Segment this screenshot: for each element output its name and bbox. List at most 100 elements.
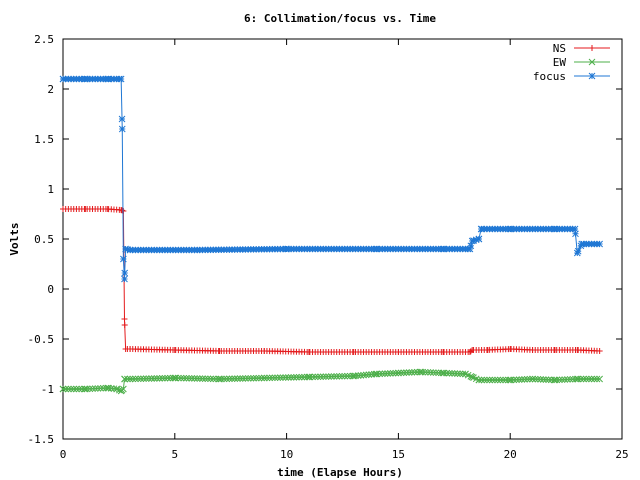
sample-marker-EW (62, 385, 70, 393)
sample-marker-EW (357, 372, 365, 379)
sample-marker-EW (566, 375, 574, 383)
sample-marker-EW (293, 373, 300, 381)
sample-marker-EW (419, 368, 426, 376)
legend-marker-focus (588, 72, 596, 80)
sample-marker-EW (451, 370, 459, 377)
chart-title: 6: Collimation/focus vs. Time (244, 12, 436, 25)
legend-label-EW: EW (553, 56, 567, 69)
sample-marker-EW (134, 375, 142, 383)
sample-marker-EW (311, 373, 319, 381)
series-NS (60, 206, 603, 355)
sample-marker-EW (97, 384, 104, 392)
sample-marker-EW (226, 375, 233, 383)
sample-marker-EW (285, 374, 292, 381)
sample-marker-EW (322, 373, 330, 380)
sample-marker-EW (105, 384, 112, 392)
sample-marker-NS (467, 348, 474, 355)
sample-marker-EW (188, 375, 196, 382)
sample-marker-EW (115, 386, 123, 394)
sample-marker-EW (582, 375, 590, 383)
sample-marker-EW (400, 369, 408, 377)
sample-marker-EW (569, 375, 577, 383)
sample-marker-EW (196, 375, 204, 382)
sample-marker-EW (378, 370, 386, 378)
sample-marker-EW (276, 374, 284, 381)
sample-marker-EW (153, 375, 161, 382)
sample-marker-EW (327, 373, 335, 380)
sample-marker-EW (217, 375, 225, 383)
sample-marker-EW (556, 376, 563, 384)
sample-marker-EW (129, 375, 137, 383)
sample-marker-focus (118, 115, 126, 123)
x-tick-label: 0 (60, 448, 67, 461)
sample-marker-EW (574, 375, 582, 383)
sample-marker-EW (373, 370, 381, 378)
sample-marker-EW (354, 372, 362, 379)
sample-marker-EW (333, 373, 341, 380)
sample-marker-NS (116, 206, 123, 213)
sample-marker-EW (502, 376, 510, 384)
sample-marker-EW (459, 370, 467, 378)
sample-marker-EW (142, 375, 150, 382)
sample-marker-EW (306, 373, 314, 381)
sample-marker-EW (301, 373, 308, 381)
x-tick-label: 5 (171, 448, 178, 461)
sample-marker-focus (124, 246, 131, 253)
y-tick-label: -1 (41, 383, 54, 396)
sample-marker-EW (507, 376, 515, 384)
sample-marker-EW (590, 375, 598, 383)
sample-marker-EW (191, 375, 198, 382)
y-tick-label: 1.5 (34, 133, 54, 146)
data-point-focus (120, 255, 127, 263)
sample-marker-EW (204, 375, 212, 383)
data-point-focus (118, 125, 126, 133)
sample-marker-EW (148, 375, 155, 382)
sample-marker-EW (456, 370, 464, 378)
sample-marker-EW (124, 375, 131, 383)
sample-marker-EW (212, 375, 220, 383)
sample-marker-focus (121, 269, 129, 277)
sample-marker-EW (403, 369, 410, 376)
sample-marker-EW (443, 369, 451, 377)
sample-marker-focus (577, 242, 585, 250)
sample-marker-EW (180, 374, 188, 382)
data-point-EW (596, 375, 603, 383)
sample-marker-EW (164, 374, 171, 382)
sample-marker-EW (89, 385, 96, 393)
sample-marker-EW (65, 385, 72, 393)
sample-marker-EW (132, 375, 139, 383)
sample-marker-NS (119, 207, 126, 214)
sample-marker-EW (483, 376, 491, 384)
sample-marker-EW (531, 375, 539, 383)
sample-marker-EW (242, 375, 249, 382)
data-point-focus (573, 249, 581, 257)
sample-marker-EW (274, 374, 282, 382)
sample-marker-EW (271, 374, 279, 382)
sample-marker-EW (279, 374, 287, 381)
data-point-focus (121, 275, 128, 283)
sample-marker-EW (338, 372, 346, 380)
sample-marker-EW (102, 384, 110, 392)
sample-marker-focus (475, 235, 483, 243)
sample-marker-EW (491, 376, 499, 384)
sample-marker-EW (172, 374, 180, 382)
sample-marker-EW (580, 375, 587, 383)
sample-marker-EW (547, 376, 555, 384)
sample-marker-EW (370, 370, 378, 378)
sample-marker-EW (577, 375, 585, 383)
sample-marker-EW (177, 374, 185, 382)
sample-marker-EW (317, 373, 324, 381)
series-EW (59, 368, 603, 395)
y-tick-label: -0.5 (28, 333, 55, 346)
sample-marker-EW (295, 373, 303, 381)
x-tick-label: 25 (615, 448, 628, 461)
sample-marker-EW (421, 368, 429, 376)
sample-marker-focus (593, 240, 601, 248)
sample-marker-EW (183, 374, 190, 382)
sample-marker-EW (523, 375, 531, 383)
sample-marker-EW (319, 373, 327, 381)
sample-marker-EW (107, 385, 115, 392)
legend-marker-EW (588, 58, 596, 66)
sample-marker-EW (250, 374, 257, 382)
